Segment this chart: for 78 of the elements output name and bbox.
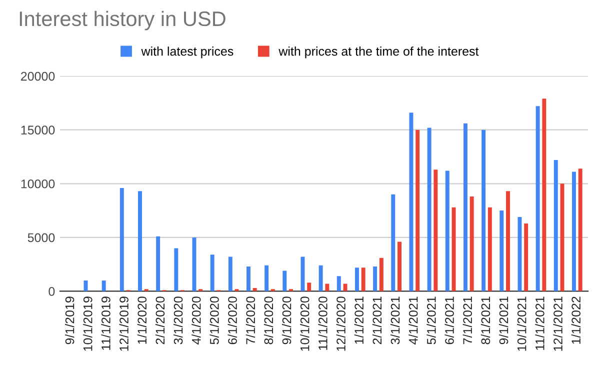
y-tick-label: 10000 xyxy=(21,179,55,188)
y-tick-label: 15000 xyxy=(21,126,55,134)
bar xyxy=(434,170,438,292)
bar xyxy=(427,128,432,292)
x-tick-label: 10/1/2020 xyxy=(300,296,310,351)
bar xyxy=(156,236,160,292)
bar xyxy=(409,112,414,292)
bar xyxy=(500,210,504,292)
bar xyxy=(252,288,257,292)
legend-label: with latest prices xyxy=(141,46,234,58)
bar xyxy=(542,98,546,292)
bar xyxy=(524,223,528,292)
x-tick-label: 12/1/2019 xyxy=(119,296,128,351)
x-tick-label: 12/1/2020 xyxy=(336,296,346,351)
x-tick-label: 6/1/2021 xyxy=(444,296,454,344)
chart-title: Interest history in USD xyxy=(20,10,226,30)
bar xyxy=(102,280,106,292)
x-tick-label: 6/1/2020 xyxy=(228,296,237,344)
x-tick-label: 4/1/2020 xyxy=(192,296,201,344)
x-tick-label: 5/1/2021 xyxy=(426,296,436,344)
bar xyxy=(578,168,582,292)
x-tick-label: 9/1/2020 xyxy=(282,296,292,344)
bar xyxy=(445,170,450,292)
bar xyxy=(463,123,468,292)
bar xyxy=(361,268,366,292)
x-tick-label: 9/1/2019 xyxy=(65,296,74,344)
bar xyxy=(120,188,124,292)
x-tick-label: 10/1/2019 xyxy=(83,296,92,351)
x-tick-label: 1/1/2020 xyxy=(137,296,147,344)
bar xyxy=(325,284,330,292)
x-tick-label: 12/1/2021 xyxy=(553,296,562,351)
x-tick-label: 11/1/2019 xyxy=(101,296,110,350)
x-tick-label: 1/1/2022 xyxy=(571,296,581,344)
x-tick-label: 8/1/2020 xyxy=(264,296,274,344)
x-tick-label: 7/1/2020 xyxy=(246,296,256,344)
x-tick-label: 7/1/2021 xyxy=(462,296,472,344)
bar xyxy=(307,282,312,292)
legend-label: with prices at the time of the interest xyxy=(278,46,479,58)
bar xyxy=(282,270,287,292)
bar xyxy=(391,194,396,292)
bar xyxy=(264,265,269,292)
bar xyxy=(482,130,486,292)
bar xyxy=(572,172,576,292)
bar xyxy=(373,266,378,292)
bar xyxy=(506,191,510,292)
bar xyxy=(518,217,522,292)
x-tick-label: 4/1/2021 xyxy=(408,296,418,344)
x-tick-label: 1/1/2021 xyxy=(354,296,364,344)
x-tick-label: 2/1/2021 xyxy=(372,296,382,344)
bar xyxy=(343,284,348,292)
x-tick-label: 3/1/2021 xyxy=(390,296,400,344)
bar xyxy=(228,256,232,292)
bar xyxy=(354,268,359,292)
bar xyxy=(470,196,474,292)
bar xyxy=(416,130,420,292)
y-tick-label: 0 xyxy=(48,287,55,296)
bar xyxy=(336,276,341,292)
y-tick-label: 5000 xyxy=(28,233,55,242)
bar xyxy=(246,266,250,292)
y-tick-label: 20000 xyxy=(21,72,55,81)
x-tick-label: 11/1/2020 xyxy=(318,296,328,350)
bar xyxy=(488,207,492,292)
bar xyxy=(379,258,384,292)
x-tick-label: 3/1/2020 xyxy=(174,296,183,344)
x-tick-label: 11/1/2021 xyxy=(535,296,544,350)
x-tick-label: 2/1/2020 xyxy=(155,296,165,344)
bar xyxy=(536,106,540,292)
bar xyxy=(174,248,178,292)
bar xyxy=(554,160,558,292)
bar xyxy=(210,254,214,292)
bar xyxy=(318,265,323,292)
x-tick-label: 9/1/2021 xyxy=(498,296,508,344)
bar xyxy=(398,242,402,292)
x-tick-label: 5/1/2020 xyxy=(210,296,219,344)
x-tick-label: 10/1/2021 xyxy=(517,296,526,351)
x-tick-label: 8/1/2021 xyxy=(480,296,490,344)
bar xyxy=(300,256,305,292)
bar xyxy=(138,191,142,292)
